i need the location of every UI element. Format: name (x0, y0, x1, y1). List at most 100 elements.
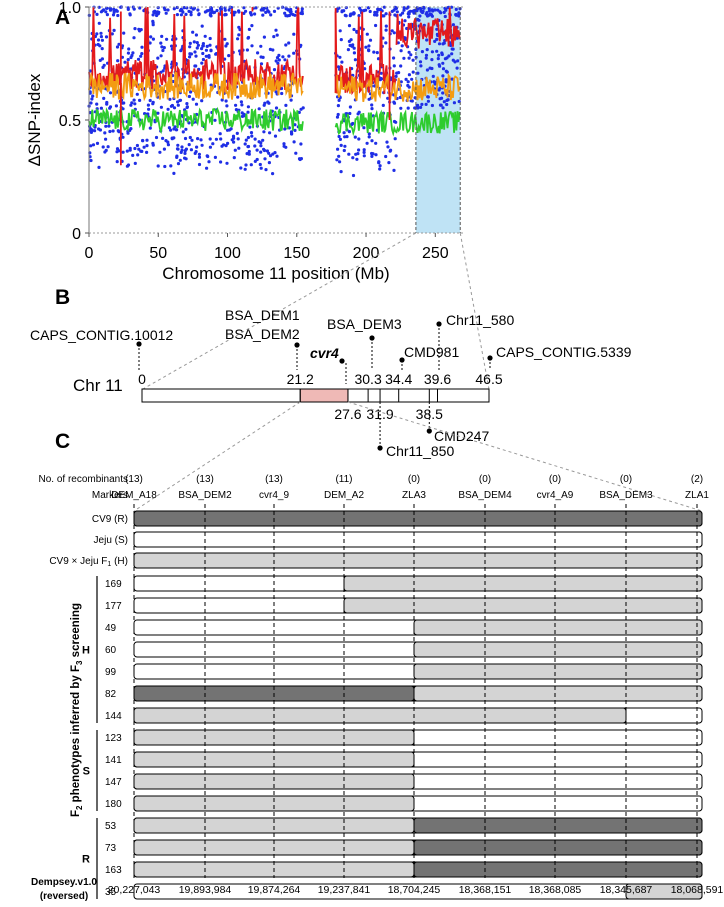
snp-dot (139, 54, 143, 58)
snp-dot (205, 9, 209, 13)
snp-dot (237, 146, 241, 150)
snp-dot (105, 13, 109, 17)
snp-dot (441, 61, 445, 65)
snp-dot (243, 142, 247, 146)
snp-dot (194, 150, 198, 154)
x-tick-label: 200 (353, 245, 380, 262)
snp-dot (97, 165, 101, 169)
snp-dot (339, 170, 343, 174)
snp-dot (95, 102, 99, 106)
marker-name: Chr11_580 (446, 312, 514, 328)
snp-dot (262, 6, 266, 10)
snp-dot (201, 44, 205, 48)
snp-dot (233, 148, 237, 152)
snp-dot (262, 147, 266, 151)
snp-dot (416, 71, 420, 75)
snp-dot (126, 7, 130, 11)
cvr4-interval (299, 388, 349, 403)
chromosome-bar (141, 388, 490, 403)
marker-name: BSA_DEM4 (458, 490, 512, 501)
snp-dot (160, 34, 164, 39)
snp-dot (402, 6, 406, 10)
snp-dot (172, 171, 176, 175)
snp-dot (407, 73, 411, 77)
snp-dot (140, 149, 144, 153)
group-label: S (83, 766, 90, 778)
snp-dot (215, 8, 219, 13)
snp-dot (196, 43, 200, 47)
snp-dot (248, 125, 252, 129)
snp-dot (268, 154, 273, 158)
sliding-window-line-green (88, 106, 304, 135)
snp-dot (385, 140, 389, 144)
snp-dot (159, 105, 163, 109)
snp-dot (425, 48, 429, 52)
snp-dot (281, 55, 285, 59)
snp-dot (141, 138, 145, 143)
snp-dot (151, 102, 155, 106)
snp-dot (261, 138, 265, 142)
snp-dot (394, 74, 398, 78)
snp-dot (381, 103, 385, 107)
snp-dot (445, 102, 449, 107)
snp-dot (89, 158, 93, 163)
snp-dot (225, 128, 230, 132)
snp-dot (239, 100, 243, 104)
snp-dot (97, 21, 101, 25)
snp-dot (438, 97, 442, 101)
snp-dot (194, 54, 198, 58)
snp-dot (166, 140, 170, 144)
snp-dot (284, 145, 288, 149)
snp-dot (179, 49, 183, 53)
row-label: 180 (105, 799, 122, 810)
recombinant-count: (0) (620, 474, 632, 485)
snp-dot (287, 41, 291, 45)
genotype-row: 144 (105, 707, 703, 724)
snp-dot (133, 146, 137, 151)
snp-dot (153, 11, 157, 15)
snp-dot (156, 111, 160, 115)
snp-dot (283, 127, 287, 131)
snp-dot (223, 37, 227, 41)
snp-dot (180, 8, 184, 13)
snp-dot (166, 8, 170, 12)
snp-dot (378, 164, 382, 168)
snp-dot (201, 42, 205, 46)
snp-dot (268, 131, 272, 135)
sliding-window-line-red (395, 7, 461, 49)
snp-dot (129, 55, 133, 60)
snp-dot (129, 103, 133, 107)
snp-dot (190, 138, 194, 142)
zoom-line-left (142, 232, 417, 390)
snp-dot (431, 74, 435, 78)
snp-dot (208, 145, 212, 149)
snp-dot (411, 70, 415, 74)
snp-dot (191, 30, 195, 34)
marker-name: ZLA1 (685, 490, 709, 501)
snp-dot (204, 54, 208, 58)
snp-dot (420, 10, 425, 15)
snp-dot (219, 137, 223, 141)
snp-dot (407, 85, 411, 89)
genotype-segment (413, 861, 703, 878)
snp-dot (195, 145, 199, 149)
snp-dot (263, 157, 267, 161)
snp-dot (275, 33, 279, 37)
snp-dot (392, 64, 396, 68)
y-tick-label: 1.0 (59, 0, 81, 17)
snp-dot (433, 82, 437, 86)
snp-dot (114, 104, 118, 108)
snp-dot (98, 44, 102, 48)
group-label: H (82, 645, 90, 657)
snp-dot (259, 166, 263, 170)
snp-dot (343, 13, 347, 17)
snp-dot (200, 47, 204, 51)
snp-dot (430, 103, 434, 108)
snp-dot (201, 57, 205, 62)
snp-dot (267, 101, 271, 105)
snp-dot (280, 91, 284, 96)
snp-dot (100, 38, 104, 42)
panel-b-label: B (55, 286, 70, 309)
genotype-row: 82 (105, 685, 703, 702)
marker-name: BSA_DEM2 (225, 326, 300, 342)
